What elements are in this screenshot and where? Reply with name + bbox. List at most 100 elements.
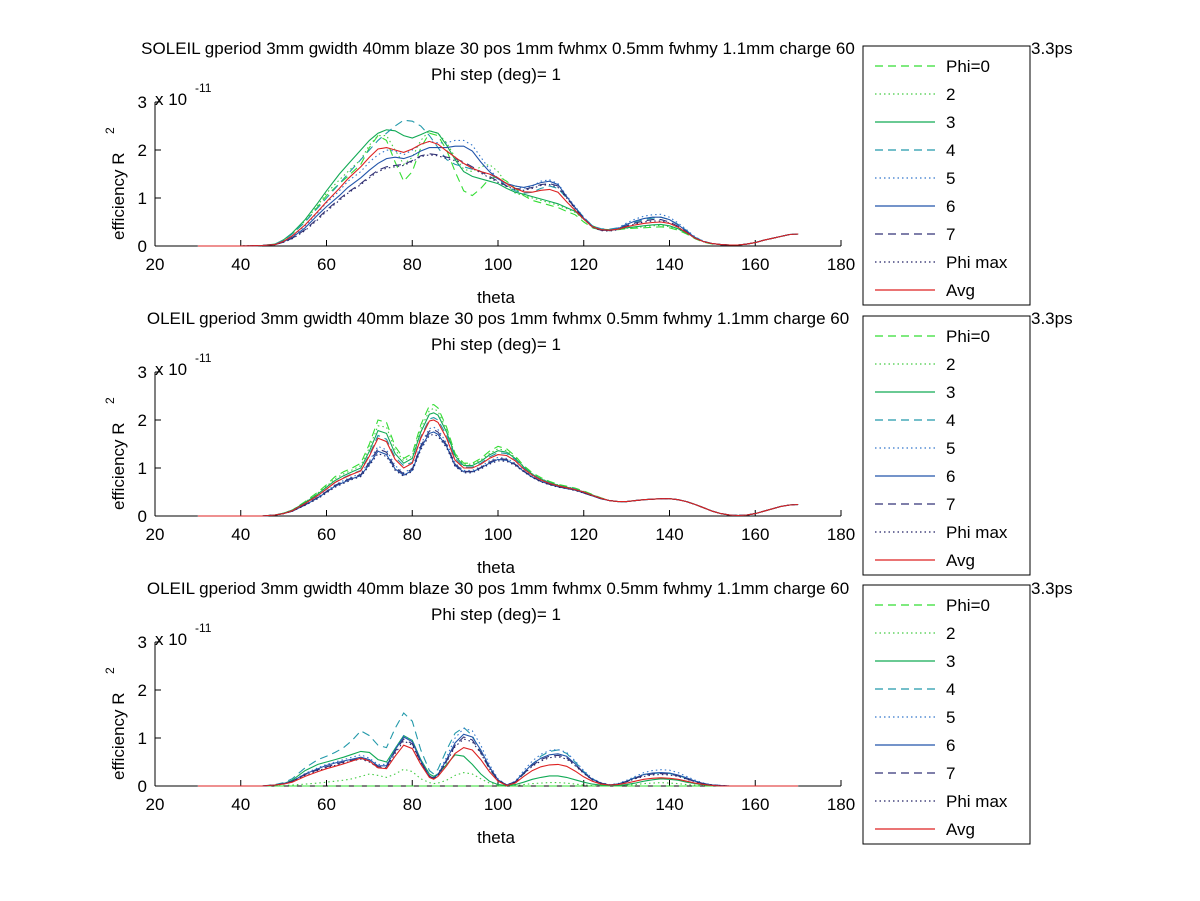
legend-label: 2 — [946, 624, 955, 643]
legend-label: 7 — [946, 495, 955, 514]
chart-subtitle: Phi step (deg)= 1 — [431, 605, 561, 624]
legend-label: 3 — [946, 383, 955, 402]
x-tick-label: 140 — [655, 255, 683, 274]
chart-panel-3: OLEIL gperiod 3mm gwidth 40mm blaze 30 p… — [103, 579, 1073, 847]
x-tick-label: 80 — [403, 255, 422, 274]
x-tick-label: 120 — [570, 795, 598, 814]
legend-label: 5 — [946, 169, 955, 188]
x-tick-label: 140 — [655, 795, 683, 814]
series-line — [197, 154, 799, 247]
y-tick-label: 0 — [138, 777, 147, 796]
y-exponent-prefix: x 10 — [155, 90, 187, 109]
x-tick-label: 180 — [827, 795, 855, 814]
chart-subtitle: Phi step (deg)= 1 — [431, 335, 561, 354]
y-tick-label: 3 — [138, 93, 147, 112]
legend-box — [862, 315, 1031, 576]
legend-box — [862, 584, 1031, 845]
x-tick-label: 60 — [317, 525, 336, 544]
y-axis-label: efficiency R — [109, 692, 128, 780]
legend-label: 7 — [946, 225, 955, 244]
legend-label: 2 — [946, 355, 955, 374]
legend-label: 6 — [946, 736, 955, 755]
x-tick-label: 100 — [484, 525, 512, 544]
y-tick-label: 1 — [138, 459, 147, 478]
y-tick-label: 3 — [138, 363, 147, 382]
legend-label: 6 — [946, 197, 955, 216]
legend-label: Avg — [946, 551, 975, 570]
y-axis-label: efficiency R — [109, 152, 128, 240]
x-tick-label: 100 — [484, 255, 512, 274]
y-tick-label: 2 — [138, 411, 147, 430]
y-tick-label: 1 — [138, 729, 147, 748]
x-axis-label: theta — [477, 558, 515, 577]
legend-label: Phi max — [946, 523, 1008, 542]
y-axis-label-group: efficiency R 2 — [103, 397, 128, 510]
series-line — [197, 419, 799, 517]
x-tick-label: 40 — [231, 525, 250, 544]
legend-label: Phi=0 — [946, 57, 990, 76]
x-tick-label: 120 — [570, 525, 598, 544]
chart-panel-2: OLEIL gperiod 3mm gwidth 40mm blaze 30 p… — [103, 309, 1073, 577]
y-exponent: -11 — [195, 621, 212, 635]
series-line — [197, 768, 799, 787]
y-tick-label: 0 — [138, 237, 147, 256]
y-exponent-prefix: x 10 — [155, 630, 187, 649]
legend-label: 3 — [946, 113, 955, 132]
chart-title-suffix: 3.3ps — [1031, 39, 1073, 58]
legend-label: 2 — [946, 85, 955, 104]
x-tick-label: 120 — [570, 255, 598, 274]
y-axis-label-group: efficiency R 2 — [103, 127, 128, 240]
y-tick-label: 2 — [138, 681, 147, 700]
x-tick-label: 80 — [403, 525, 422, 544]
x-tick-label: 180 — [827, 255, 855, 274]
y-tick-label: 1 — [138, 189, 147, 208]
legend-label: Avg — [946, 820, 975, 839]
y-exponent: -11 — [195, 351, 212, 365]
legend-label: 5 — [946, 708, 955, 727]
y-axis-label-superscript: 2 — [103, 667, 117, 674]
legend-label: Avg — [946, 281, 975, 300]
y-tick-label: 3 — [138, 633, 147, 652]
series-line — [197, 429, 799, 517]
series-line — [197, 744, 799, 787]
chart-title: OLEIL gperiod 3mm gwidth 40mm blaze 30 p… — [147, 309, 849, 328]
legend-label: Phi=0 — [946, 596, 990, 615]
legend-label: 7 — [946, 764, 955, 783]
x-tick-label: 180 — [827, 525, 855, 544]
y-tick-label: 2 — [138, 141, 147, 160]
chart-panel-1: SOLEIL gperiod 3mm gwidth 40mm blaze 30 … — [103, 39, 1073, 307]
x-tick-label: 20 — [146, 795, 165, 814]
y-tick-label: 0 — [138, 507, 147, 526]
x-tick-label: 60 — [317, 255, 336, 274]
y-axis-label: efficiency R — [109, 422, 128, 510]
series-line — [197, 140, 799, 247]
legend-label: 4 — [946, 141, 955, 160]
chart-title: SOLEIL gperiod 3mm gwidth 40mm blaze 30 … — [141, 39, 855, 58]
legend-label: 4 — [946, 680, 955, 699]
x-tick-label: 160 — [741, 795, 769, 814]
legend-label: 5 — [946, 439, 955, 458]
x-tick-label: 100 — [484, 795, 512, 814]
y-exponent-prefix: x 10 — [155, 360, 187, 379]
legend-label: Phi=0 — [946, 327, 990, 346]
x-tick-label: 40 — [231, 255, 250, 274]
x-tick-label: 80 — [403, 795, 422, 814]
chart-subtitle: Phi step (deg)= 1 — [431, 65, 561, 84]
y-axis-label-superscript: 2 — [103, 127, 117, 134]
y-exponent: -11 — [195, 81, 212, 95]
legend-label: Phi max — [946, 253, 1008, 272]
legend-label: Phi max — [946, 792, 1008, 811]
series-line — [197, 139, 799, 247]
legend: Phi=0 2 3 4 5 6 7 Phi max Avg — [862, 45, 1031, 306]
y-axis-label-superscript: 2 — [103, 397, 117, 404]
chart-title-suffix: 3.3ps — [1031, 579, 1073, 598]
x-axis-label: theta — [477, 288, 515, 307]
legend-label: 3 — [946, 652, 955, 671]
x-tick-label: 140 — [655, 525, 683, 544]
chart-title: OLEIL gperiod 3mm gwidth 40mm blaze 30 p… — [147, 579, 849, 598]
x-tick-label: 160 — [741, 525, 769, 544]
legend: Phi=0 2 3 4 5 6 7 Phi max Avg — [862, 584, 1031, 845]
x-tick-label: 20 — [146, 255, 165, 274]
x-tick-label: 40 — [231, 795, 250, 814]
